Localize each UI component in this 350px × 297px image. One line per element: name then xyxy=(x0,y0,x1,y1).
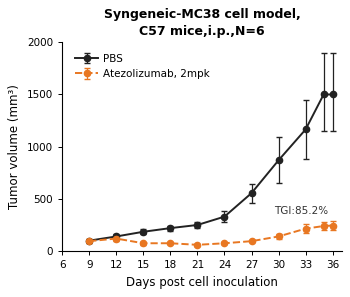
Title: Syngeneic-MC38 cell model,
C57 mice,i.p.,N=6: Syngeneic-MC38 cell model, C57 mice,i.p.… xyxy=(104,8,300,38)
X-axis label: Days post cell inoculation: Days post cell inoculation xyxy=(126,276,278,289)
Text: TGI:85.2%: TGI:85.2% xyxy=(274,206,328,216)
Y-axis label: Tumor volume (mm³): Tumor volume (mm³) xyxy=(8,84,21,209)
Legend: PBS, Atezolizumab, 2mpk: PBS, Atezolizumab, 2mpk xyxy=(73,52,212,81)
